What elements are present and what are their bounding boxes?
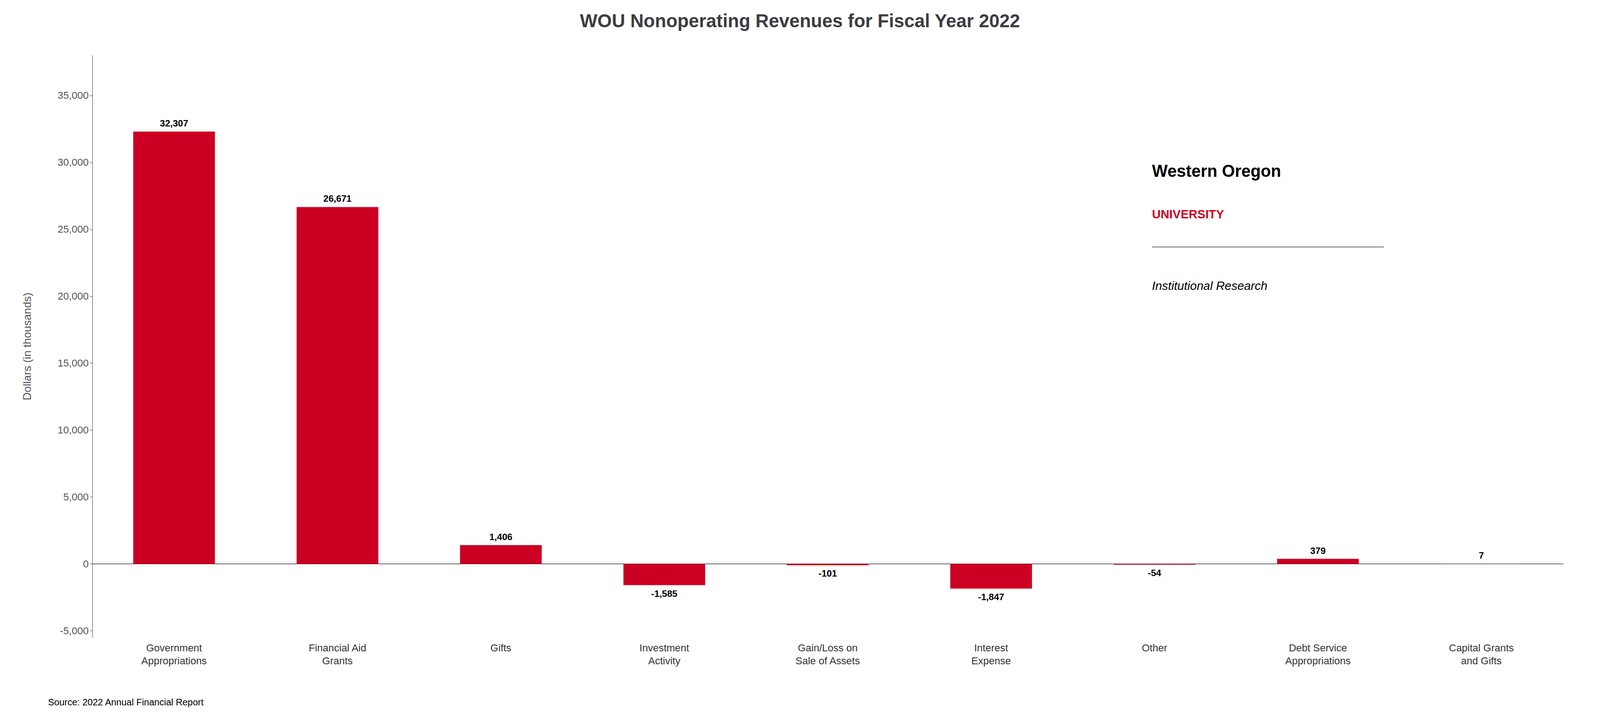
svg-text:Investment: Investment bbox=[639, 642, 690, 654]
svg-text:7: 7 bbox=[1478, 550, 1484, 561]
svg-text:Expense: Expense bbox=[971, 655, 1012, 667]
svg-text:Debt Service: Debt Service bbox=[1288, 642, 1347, 654]
svg-text:Appropriations: Appropriations bbox=[1285, 655, 1351, 667]
svg-text:Activity: Activity bbox=[648, 655, 681, 667]
svg-text:UNIVERSITY: UNIVERSITY bbox=[1152, 207, 1225, 222]
svg-text:30,000: 30,000 bbox=[57, 156, 89, 169]
svg-text:Government: Government bbox=[145, 642, 202, 654]
svg-text:15,000: 15,000 bbox=[57, 357, 89, 369]
svg-text:Interest: Interest bbox=[974, 642, 1009, 654]
svg-text:5,000: 5,000 bbox=[63, 491, 89, 503]
svg-text:35,000: 35,000 bbox=[57, 89, 89, 102]
svg-text:-1,585: -1,585 bbox=[651, 588, 678, 599]
svg-text:-101: -101 bbox=[818, 568, 837, 579]
svg-text:Other: Other bbox=[1141, 642, 1168, 654]
svg-text:Western Oregon: Western Oregon bbox=[1152, 161, 1281, 181]
svg-text:32,307: 32,307 bbox=[159, 118, 188, 129]
svg-text:Source: 2022 Annual Financial: Source: 2022 Annual Financial Report bbox=[48, 697, 204, 708]
svg-text:Financial Aid: Financial Aid bbox=[308, 642, 367, 654]
svg-text:-5,000: -5,000 bbox=[60, 625, 89, 637]
svg-text:Gain/Loss on: Gain/Loss on bbox=[797, 642, 858, 654]
svg-text:-1,847: -1,847 bbox=[978, 591, 1005, 603]
svg-text:Appropriations: Appropriations bbox=[141, 655, 207, 667]
svg-text:10,000: 10,000 bbox=[57, 424, 89, 436]
svg-text:25,000: 25,000 bbox=[57, 223, 89, 236]
svg-text:Capital Grants: Capital Grants bbox=[1449, 642, 1515, 654]
svg-text:Grants: Grants bbox=[322, 655, 353, 667]
svg-text:0: 0 bbox=[83, 558, 89, 570]
svg-text:and Gifts: and Gifts bbox=[1461, 655, 1502, 667]
svg-text:Institutional Research: Institutional Research bbox=[1152, 278, 1268, 293]
svg-text:-54: -54 bbox=[1147, 567, 1162, 579]
svg-text:379: 379 bbox=[1310, 545, 1326, 556]
svg-text:WOU Nonoperating Revenues for: WOU Nonoperating Revenues for Fiscal Yea… bbox=[579, 10, 1021, 31]
svg-text:20,000: 20,000 bbox=[57, 290, 89, 302]
svg-text:26,671: 26,671 bbox=[323, 193, 352, 204]
svg-text:Dollars (in thousands): Dollars (in thousands) bbox=[20, 292, 34, 401]
svg-text:Gifts: Gifts bbox=[490, 642, 512, 654]
svg-text:Sale of Assets: Sale of Assets bbox=[795, 655, 860, 667]
svg-text:1,406: 1,406 bbox=[489, 531, 513, 543]
